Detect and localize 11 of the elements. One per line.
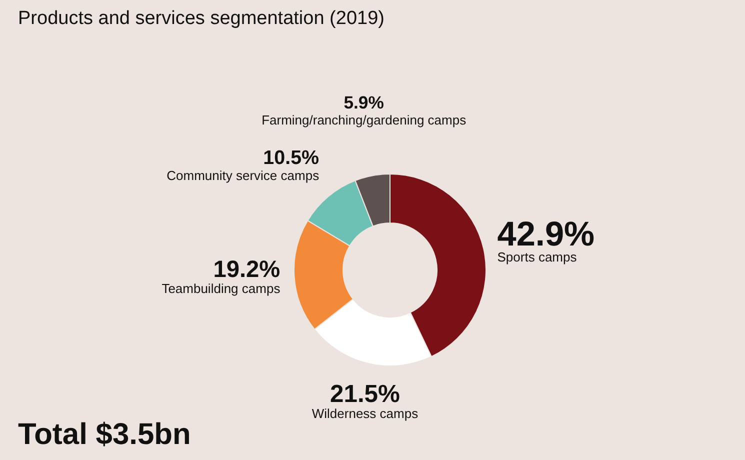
text: Total $3.5bn: [18, 418, 191, 452]
chart-title: Products and services segmentation (2019): [18, 8, 384, 30]
slice-label: Community service camps: [166, 168, 320, 183]
data-label: 19.2%: [213, 256, 280, 283]
slice-label: Wilderness camps: [312, 406, 419, 421]
data-label: 5.9%: [344, 92, 384, 112]
slice-label: Sports camps: [497, 250, 578, 265]
slice-label: Teambuilding camps: [162, 280, 281, 296]
data-label: 21.5%: [330, 380, 400, 408]
slice-label: Farming/ranching/gardening camps: [262, 112, 467, 128]
data-label: 10.5%: [263, 146, 320, 169]
